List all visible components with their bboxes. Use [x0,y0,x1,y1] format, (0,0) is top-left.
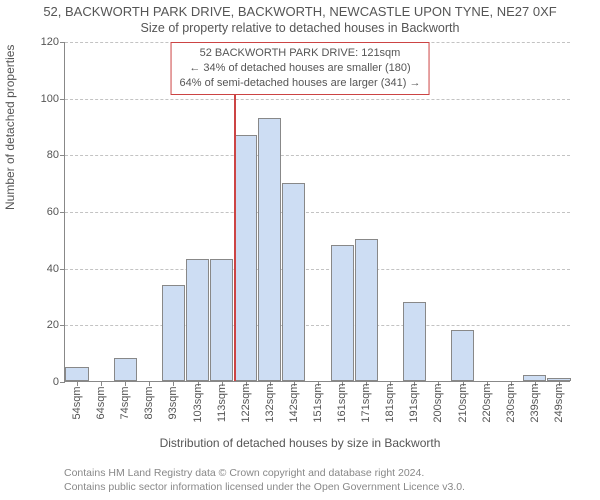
y-tick-mark [60,382,65,383]
x-tick-label: 220sqm [481,383,493,422]
y-tick-label: 60 [47,206,59,218]
histogram-bar [547,378,570,381]
histogram-bar [331,245,354,381]
histogram-bar [186,259,209,381]
callout-line-2: 34% of detached houses are smaller (180) [180,61,421,76]
x-tick-label: 191sqm [408,383,420,422]
gridline [65,155,570,156]
x-axis-label: Distribution of detached houses by size … [0,436,600,450]
x-tick-label: 122sqm [240,383,252,422]
y-tick-mark [60,212,65,213]
x-tick-label: 181sqm [384,383,396,422]
x-tick-label: 210sqm [457,383,469,422]
callout-box: 52 BACKWORTH PARK DRIVE: 121sqm 34% of d… [171,42,430,95]
subtitle: Size of property relative to detached ho… [0,19,600,35]
y-tick-label: 40 [47,263,59,275]
x-tick-label: 54sqm [71,386,83,419]
histogram-bar [451,330,474,381]
histogram-bar [234,135,257,382]
histogram-bar [162,285,185,381]
x-tick-mark [173,381,174,386]
x-tick-label: 74sqm [119,386,131,419]
x-tick-mark [149,381,150,386]
x-tick-label: 113sqm [216,384,228,422]
callout-line-1: 52 BACKWORTH PARK DRIVE: 121sqm [180,46,421,61]
x-tick-label: 103sqm [192,383,204,422]
x-tick-mark [125,381,126,386]
x-tick-label: 161sqm [336,383,348,422]
footnote: Contains HM Land Registry data © Crown c… [64,466,465,494]
y-tick-label: 0 [53,376,59,388]
y-tick-mark [60,42,65,43]
histogram-bar [403,302,426,381]
y-tick-mark [60,99,65,100]
gridline [65,99,570,100]
histogram-bar [258,118,281,382]
x-tick-label: 239sqm [529,383,541,422]
y-tick-label: 80 [47,149,59,161]
gridline [65,212,570,213]
histogram-bar [355,239,378,381]
x-tick-label: 151sqm [312,383,324,422]
callout-line-3: 64% of semi-detached houses are larger (… [180,76,421,91]
x-tick-label: 64sqm [95,386,107,419]
histogram-bar [282,183,305,381]
gridline [65,325,570,326]
x-tick-label: 200sqm [432,383,444,422]
x-tick-label: 230sqm [505,383,517,422]
x-tick-mark [101,381,102,386]
histogram-bar [65,367,88,381]
y-tick-label: 100 [41,93,59,105]
histogram-bar [210,259,233,381]
x-tick-label: 132sqm [264,383,276,422]
x-tick-label: 93sqm [167,386,179,419]
footnote-line-2: Contains public sector information licen… [64,480,465,494]
x-tick-mark [77,381,78,386]
histogram-bar [114,358,137,381]
y-tick-mark [60,155,65,156]
y-tick-mark [60,269,65,270]
y-tick-label: 20 [47,319,59,331]
y-tick-label: 120 [41,36,59,48]
page-title: 52, BACKWORTH PARK DRIVE, BACKWORTH, NEW… [0,0,600,19]
histogram-bar [523,375,546,381]
y-tick-mark [60,325,65,326]
x-tick-label: 83sqm [143,386,155,419]
x-tick-label: 249sqm [553,383,565,422]
footnote-line-1: Contains HM Land Registry data © Crown c… [64,466,465,480]
x-tick-label: 142sqm [288,383,300,422]
y-axis-label: Number of detached properties [3,45,17,210]
x-tick-label: 171sqm [360,383,372,422]
gridline [65,269,570,270]
